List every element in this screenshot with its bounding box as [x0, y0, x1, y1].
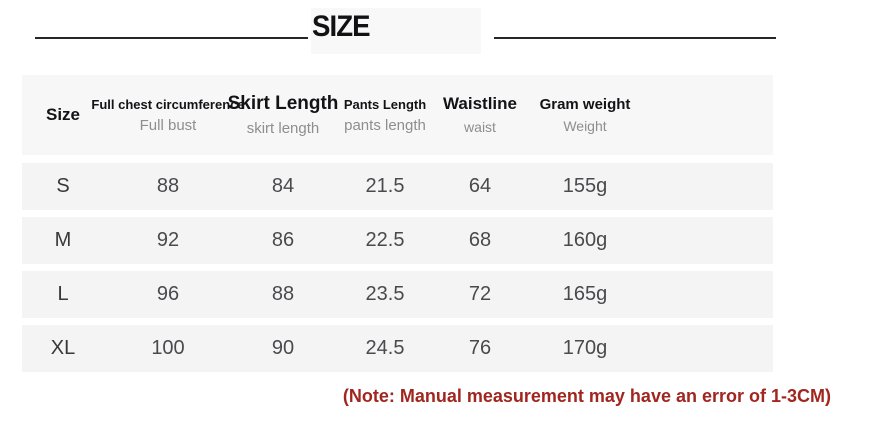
header-primary-skirt: Skirt Length [227, 93, 339, 114]
cell-waist: 76 [468, 337, 492, 359]
cell-bust: 92 [156, 229, 180, 251]
cell-skirt: 84 [271, 175, 295, 197]
header-secondary-waist: waist [464, 119, 496, 135]
cell-skirt: 86 [271, 229, 295, 251]
title-band: SIZE [0, 0, 869, 62]
header-secondary-pants: pants length [344, 116, 426, 134]
header-secondary-weight: Weight [563, 117, 607, 134]
header-primary-waist: Waistline [443, 94, 517, 113]
table-row-m: M 92 86 22.5 68 160g [22, 217, 773, 264]
measurement-note: (Note: Manual measurement may have an er… [342, 386, 831, 406]
header-primary-pants: Pants Length [343, 96, 427, 112]
cell-waist: 68 [468, 229, 492, 251]
cell-skirt: 90 [271, 337, 295, 359]
header-cell-pants: Pants Length pants length [334, 75, 436, 155]
table-header-row: Size Full chest circumference Full bust … [22, 75, 773, 155]
cell-size: S [56, 175, 70, 197]
cell-weight: 170g [562, 337, 608, 359]
header-primary-bust: Full chest circumference [91, 96, 245, 112]
cell-weight: 155g [562, 175, 608, 197]
cell-pants: 23.5 [365, 283, 405, 305]
cell-pants: 22.5 [365, 229, 405, 251]
cell-size: XL [50, 337, 76, 359]
cell-bust: 96 [156, 283, 180, 305]
table-row-s: S 88 84 21.5 64 155g [22, 163, 773, 210]
page-title: SIZE [312, 10, 371, 43]
header-secondary-bust: Full bust [139, 116, 197, 134]
table-row-l: L 96 88 23.5 72 165g [22, 271, 773, 318]
header-primary-weight: Gram weight [539, 95, 631, 113]
size-table: Size Full chest circumference Full bust … [22, 75, 773, 379]
header-cell-skirt: Skirt Length skirt length [228, 75, 339, 155]
cell-pants: 21.5 [365, 175, 405, 197]
header-cell-size: Size [22, 75, 104, 155]
cell-waist: 64 [468, 175, 492, 197]
cell-pants: 24.5 [365, 337, 405, 359]
cell-waist: 72 [468, 283, 492, 305]
header-secondary-skirt: skirt length [246, 120, 320, 137]
cell-weight: 165g [562, 283, 608, 305]
header-primary-size: Size [45, 105, 81, 124]
title-divider-left [35, 37, 308, 39]
title-backdrop [311, 8, 481, 54]
table-row-xl: XL 100 90 24.5 76 170g [22, 325, 773, 372]
cell-weight: 160g [562, 229, 608, 251]
cell-skirt: 88 [271, 283, 295, 305]
cell-bust: 88 [156, 175, 180, 197]
cell-bust: 100 [151, 337, 185, 359]
title-divider-right [494, 37, 776, 39]
cell-size: M [54, 229, 72, 251]
header-cell-waist: Waistline waist [436, 75, 524, 155]
header-cell-weight: Gram weight Weight [524, 75, 646, 155]
cell-size: L [57, 283, 69, 305]
header-cell-bust: Full chest circumference Full bust [91, 75, 244, 155]
